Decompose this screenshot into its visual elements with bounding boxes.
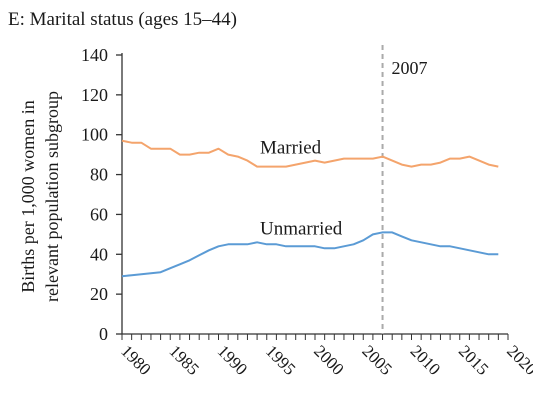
series-line-unmarried — [121, 231, 499, 278]
axes-group: 0 20 40 60 80 100 120 140 1980 1985 1990 1995 2000 20… — [18, 45, 533, 379]
x-tick-label: 1990 — [214, 341, 251, 378]
y-tick-label: 100 — [81, 125, 108, 145]
x-tick-label: 2000 — [310, 341, 347, 378]
x-tick-label: 2010 — [407, 341, 444, 378]
x-tick-label: 1995 — [262, 341, 299, 378]
y-tick-label: 0 — [99, 324, 108, 344]
series-line-married — [121, 139, 499, 168]
marker-label: 2007 — [392, 58, 428, 78]
x-tick-label: 1980 — [117, 341, 154, 378]
y-axis-label-line-1: Births per 1,000 women in — [18, 100, 38, 292]
x-tick-label: 2005 — [358, 341, 395, 378]
y-tick-label: 80 — [90, 165, 108, 185]
y-tick-label: 60 — [90, 204, 108, 224]
x-tick-label: 2015 — [455, 341, 492, 378]
reference-marker-group: 2007 — [381, 45, 428, 334]
chart-title: E: Marital status (ages 15–44) — [8, 9, 238, 30]
y-tick-label: 120 — [81, 85, 108, 105]
x-tick-label: 1985 — [165, 341, 202, 378]
x-tick-label: 2020 — [503, 341, 533, 378]
y-tick-label: 140 — [81, 45, 108, 65]
series-group: Married Unmarried — [121, 138, 499, 278]
y-tick-label: 20 — [90, 284, 108, 304]
y-axis-label-line-2: relevant population subgroup — [42, 91, 62, 302]
series-label-unmarried: Unmarried — [260, 218, 343, 239]
series-label-married: Married — [260, 138, 322, 159]
y-tick-label: 40 — [90, 244, 108, 264]
